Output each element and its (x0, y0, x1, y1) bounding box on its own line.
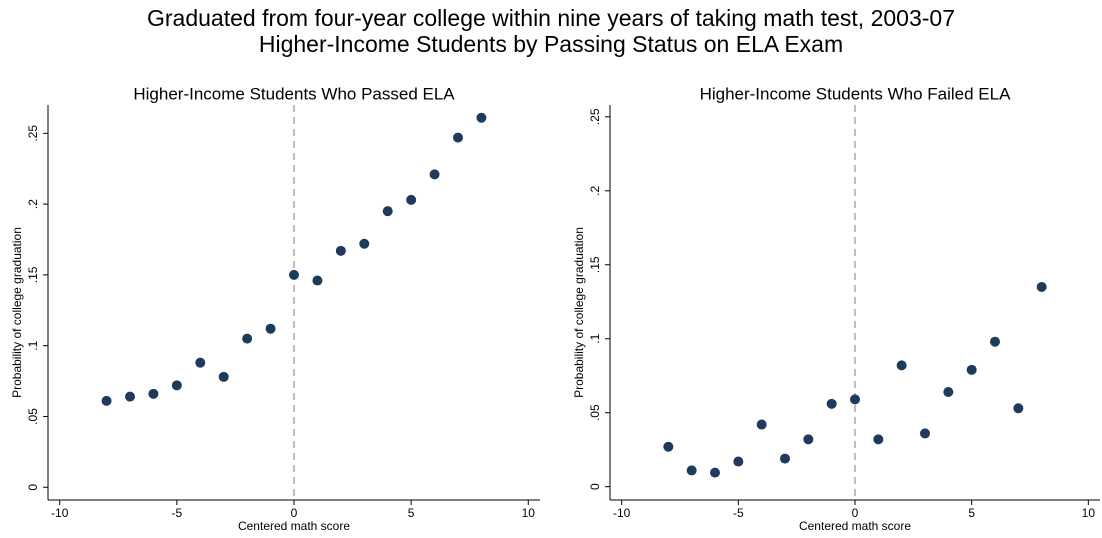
x-axis-label: Centered math score (799, 519, 911, 533)
x-axis-label: Centered math score (238, 519, 350, 533)
x-tick-label: -10 (51, 506, 69, 520)
y-tick-label: .1 (588, 333, 602, 343)
point (686, 465, 697, 476)
point (218, 371, 229, 382)
point (826, 398, 837, 409)
point (756, 419, 767, 430)
y-tick-label: 0 (26, 484, 40, 491)
point (429, 169, 440, 180)
x-tick-label: 10 (522, 506, 536, 520)
x-tick-label: 0 (852, 506, 859, 520)
point (780, 453, 790, 464)
point (733, 456, 744, 467)
point (850, 394, 860, 405)
main-title: Graduated from four-year college within … (147, 5, 955, 31)
point (920, 428, 930, 439)
point (476, 112, 487, 123)
point (943, 387, 954, 398)
y-tick-label: .05 (588, 404, 602, 421)
y-tick-label: .1 (26, 340, 40, 350)
point (453, 132, 463, 143)
y-tick-label: 0 (588, 483, 602, 490)
point (265, 323, 276, 334)
y-axis-label: Probability of college graduation (572, 227, 586, 398)
y-tick-label: .2 (588, 185, 602, 195)
y-tick-label: .05 (26, 408, 40, 425)
point (101, 395, 112, 406)
point (406, 194, 417, 205)
y-tick-label: .25 (26, 125, 40, 142)
point (289, 269, 299, 280)
point (382, 206, 393, 217)
panel-title: Higher-Income Students Who Failed ELA (700, 84, 1012, 103)
y-tick-label: .2 (26, 199, 40, 209)
panel-title: Higher-Income Students Who Passed ELA (133, 84, 455, 103)
x-tick-label: -10 (613, 506, 631, 520)
x-tick-label: 5 (968, 506, 975, 520)
x-tick-label: 5 (408, 506, 415, 520)
x-tick-label: 0 (291, 506, 298, 520)
point (873, 434, 884, 445)
point (171, 380, 182, 391)
point (966, 364, 977, 375)
x-tick-label: 10 (1082, 506, 1096, 520)
point (195, 357, 206, 368)
point (125, 391, 135, 402)
point (242, 333, 253, 344)
point (312, 275, 323, 286)
point (359, 238, 370, 249)
point (710, 467, 720, 478)
y-tick-label: .15 (588, 256, 602, 273)
point (148, 388, 159, 399)
y-axis-label: Probability of college graduation (10, 227, 24, 398)
point (1013, 403, 1024, 414)
point (663, 441, 674, 452)
y-tick-label: .15 (26, 266, 40, 283)
x-tick-label: -5 (733, 506, 744, 520)
y-tick-label: .25 (588, 108, 602, 125)
point (1036, 281, 1047, 292)
point (896, 360, 907, 371)
point (803, 434, 814, 445)
point (335, 245, 346, 256)
x-tick-label: -5 (172, 506, 183, 520)
main-subtitle: Higher-Income Students by Passing Status… (259, 31, 843, 57)
point (990, 336, 1000, 347)
